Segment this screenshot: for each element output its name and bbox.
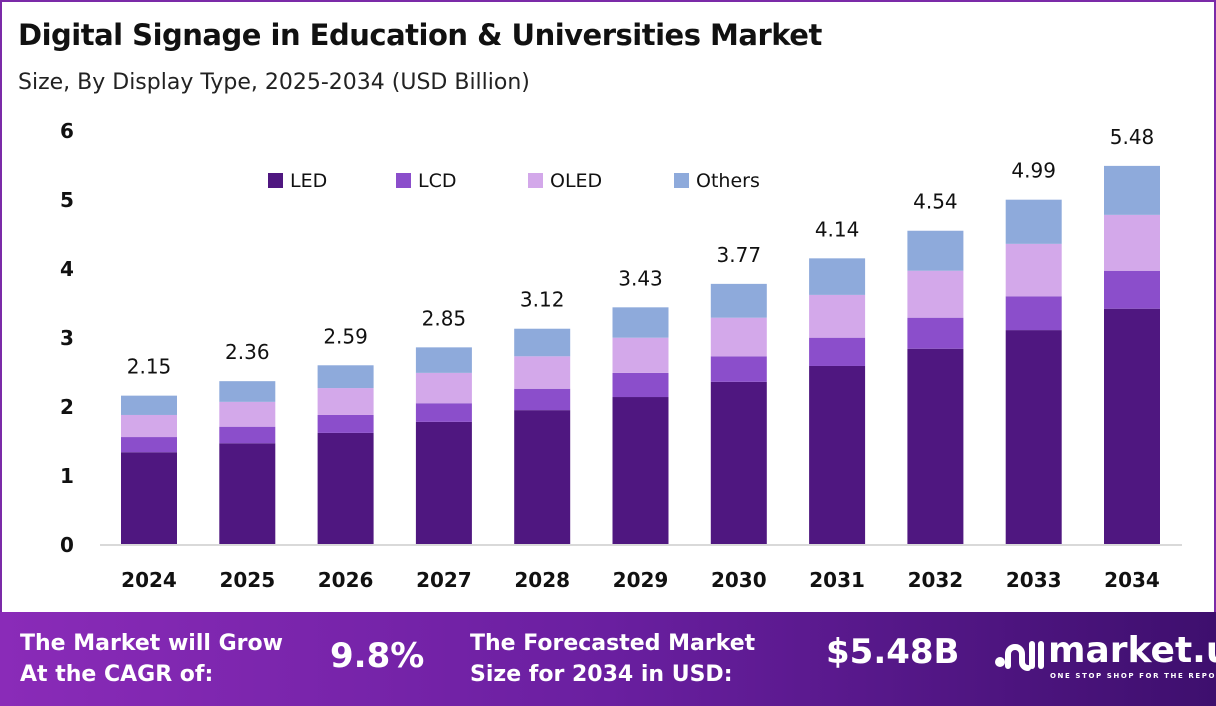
bar-segment-led (809, 365, 866, 544)
bar-segment-oled (809, 294, 866, 338)
chart-frame (0, 0, 1216, 612)
logo-tagline: ONE STOP SHOP FOR THE REPORTS (1050, 672, 1216, 680)
bar-segment-others (1005, 199, 1062, 244)
logo-name: market.us (1048, 630, 1216, 671)
x-tick-label: 2025 (219, 568, 275, 592)
legend-swatch-led (268, 173, 283, 188)
total-label: 2.15 (127, 355, 172, 379)
bar-segment-lcd (809, 337, 866, 366)
x-tick-label: 2031 (809, 568, 865, 592)
x-tick-label: 2027 (416, 568, 472, 592)
bar-segment-led (1104, 308, 1160, 544)
bar-segment-lcd (219, 426, 276, 444)
bar-segment-led (317, 432, 374, 544)
total-label: 3.77 (717, 243, 762, 267)
x-tick-label: 2028 (514, 568, 570, 592)
x-tick-label: 2024 (121, 568, 177, 592)
cagr-label-line1: The Market will Grow (20, 631, 283, 656)
bar-segment-oled (612, 337, 669, 373)
bar-segment-led (1005, 330, 1062, 544)
total-label: 2.59 (323, 324, 368, 348)
x-tick-label: 2033 (1006, 568, 1062, 592)
bar-segment-oled (219, 401, 276, 427)
bar-segment-others (907, 230, 964, 271)
y-tick-label: 1 (60, 464, 74, 488)
legend-label-others: Others (696, 170, 760, 192)
forecast-value: $5.48B (826, 632, 960, 672)
forecast-label-line1: The Forecasted Market (470, 631, 756, 656)
total-label: 3.12 (520, 288, 565, 312)
x-tick-label: 2032 (908, 568, 964, 592)
total-label: 2.85 (422, 306, 467, 330)
total-label: 4.54 (913, 190, 958, 214)
bar-segment-lcd (612, 372, 669, 398)
legend-label-lcd: LCD (418, 170, 456, 192)
chart-subtitle: Size, By Display Type, 2025-2034 (USD Bi… (18, 70, 530, 95)
bar-segment-led (907, 348, 964, 544)
bar-segment-led (710, 381, 767, 544)
bar-segment-others (710, 283, 767, 318)
bar-segment-others (219, 381, 276, 402)
bar-segment-lcd (415, 403, 472, 422)
bar-segment-led (415, 421, 472, 544)
stacked-bar-chart: 0 1 2 3 4 5 6 2.15 2024 2.36 2025 2.59 2026 2.85 2027 3… (60, 119, 1182, 592)
x-tick-label: 2029 (613, 568, 669, 592)
bar-segment-oled (317, 388, 374, 415)
y-tick-label: 2 (60, 395, 74, 419)
total-label: 3.43 (618, 266, 663, 290)
y-tick-label: 4 (60, 257, 74, 281)
cagr-value: 9.8% (330, 636, 425, 676)
bar-segment-lcd (317, 414, 374, 433)
total-label: 4.14 (815, 217, 860, 241)
forecast-label: The Forecasted Market Size for 2034 in US… (470, 628, 755, 690)
bar-segment-others (317, 365, 374, 389)
total-label: 2.36 (225, 340, 270, 364)
y-tick-label: 0 (60, 533, 74, 557)
legend-swatch-others (674, 173, 689, 188)
legend-swatch-lcd (396, 173, 411, 188)
market-us-logo: market.us ONE STOP SHOP FOR THE REPORTS (994, 630, 1216, 680)
footer-banner: The Market will Grow At the CAGR of: 9.8%… (0, 612, 1216, 706)
y-tick-label: 3 (60, 326, 74, 350)
legend-label-led: LED (290, 170, 327, 192)
y-tick-label: 5 (60, 188, 74, 212)
x-tick-label: 2030 (711, 568, 767, 592)
bar-segment-oled (1104, 214, 1160, 271)
bar-segment-lcd (710, 356, 767, 382)
cagr-label: The Market will Grow At the CAGR of: (20, 628, 283, 690)
x-tick-label: 2034 (1104, 568, 1160, 592)
bar-segment-lcd (121, 437, 177, 453)
bar-segment-lcd (1005, 296, 1062, 331)
chart-title: Digital Signage in Education & Universit… (18, 18, 822, 52)
bar-segment-led (612, 397, 669, 544)
bar-segment-oled (514, 356, 571, 389)
bar-segment-oled (121, 414, 177, 438)
legend-label-oled: OLED (550, 170, 602, 192)
cagr-label-line2: At the CAGR of: (20, 662, 214, 687)
bar-segment-oled (710, 317, 767, 357)
bar-segment-oled (415, 372, 472, 404)
total-label: 4.99 (1011, 159, 1056, 183)
total-label: 5.48 (1110, 125, 1155, 149)
logo-icon (995, 641, 1044, 671)
bar-segment-others (514, 328, 571, 357)
bar-segment-led (121, 452, 177, 544)
bar-segment-lcd (1104, 270, 1160, 309)
bar-segment-led (514, 410, 571, 544)
bar-segment-others (1104, 165, 1160, 215)
y-tick-label: 6 (60, 119, 74, 143)
legend-swatch-oled (528, 173, 543, 188)
bar-segment-oled (907, 270, 964, 318)
bar-segment-others (809, 258, 866, 295)
x-tick-label: 2026 (318, 568, 374, 592)
bar-segment-lcd (514, 388, 571, 411)
bar-segment-others (415, 347, 472, 373)
bar-segment-oled (1005, 243, 1062, 297)
bar-segment-lcd (907, 317, 964, 349)
forecast-label-line2: Size for 2034 in USD: (470, 662, 733, 687)
bar-segment-led (219, 443, 276, 544)
bar-segment-others (612, 307, 669, 338)
bar-segment-others (121, 395, 177, 415)
